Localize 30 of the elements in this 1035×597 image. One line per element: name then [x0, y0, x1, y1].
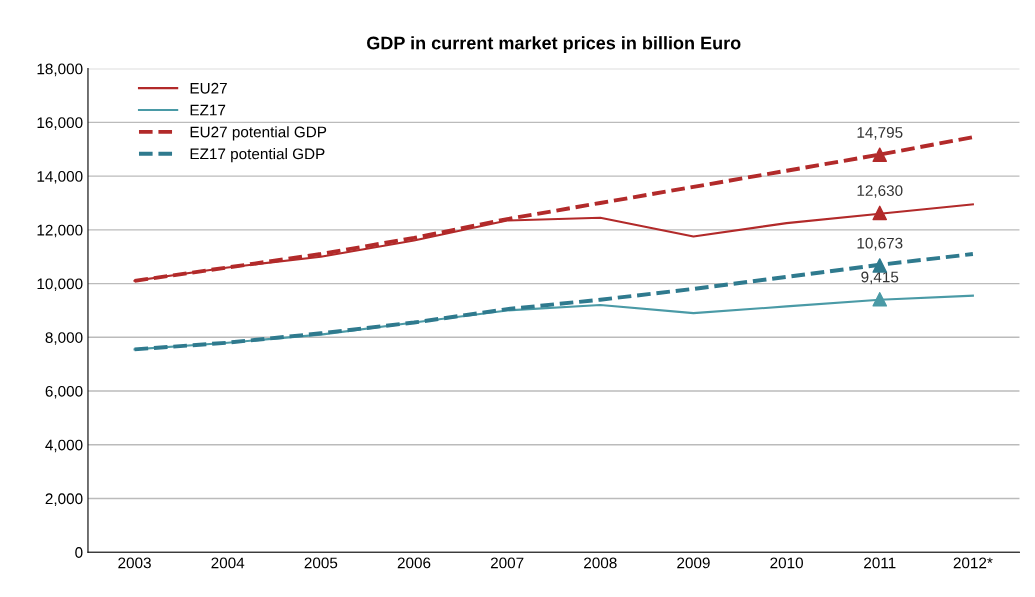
- legend-label: EU27 potential GDP: [190, 126, 327, 141]
- chart-title: GDP in current market prices in billion Euro: [367, 36, 741, 53]
- x-tick-label: 2007: [490, 557, 524, 569]
- legend-label: EU27: [190, 82, 227, 94]
- y-tick-label: 10,000: [37, 278, 83, 292]
- data-label: 14,795: [857, 127, 903, 140]
- data-label: 9,415: [861, 271, 899, 285]
- x-tick-label: 2010: [770, 557, 803, 569]
- data-label: 12,630: [857, 185, 903, 198]
- x-tick-label: 2004: [211, 557, 245, 569]
- x-tick-label: 2012*: [953, 557, 993, 569]
- x-tick-label: 2011: [864, 557, 896, 569]
- y-tick-label: 18,000: [37, 63, 83, 77]
- y-tick-label: 6,000: [45, 385, 83, 399]
- y-tick-label: 2,000: [45, 493, 83, 506]
- y-tick-label: 8,000: [45, 332, 83, 345]
- y-tick-label: 12,000: [37, 224, 83, 238]
- line-series: [132, 252, 975, 352]
- x-tick-label: 2009: [677, 557, 710, 569]
- legend-label: EZ17: [190, 104, 226, 116]
- legend-label: EZ17 potential GDP: [190, 148, 325, 163]
- x-tick-label: 2005: [304, 557, 338, 569]
- x-tick-label: 2003: [118, 557, 151, 569]
- y-tick-label: 14,000: [37, 170, 83, 184]
- y-tick-label: 0: [75, 547, 83, 558]
- y-tick-label: 4,000: [45, 439, 83, 453]
- x-tick-label: 2008: [584, 557, 617, 569]
- y-tick-label: 16,000: [37, 117, 83, 130]
- data-label: 10,673: [857, 237, 903, 251]
- x-tick-label: 2006: [397, 557, 431, 569]
